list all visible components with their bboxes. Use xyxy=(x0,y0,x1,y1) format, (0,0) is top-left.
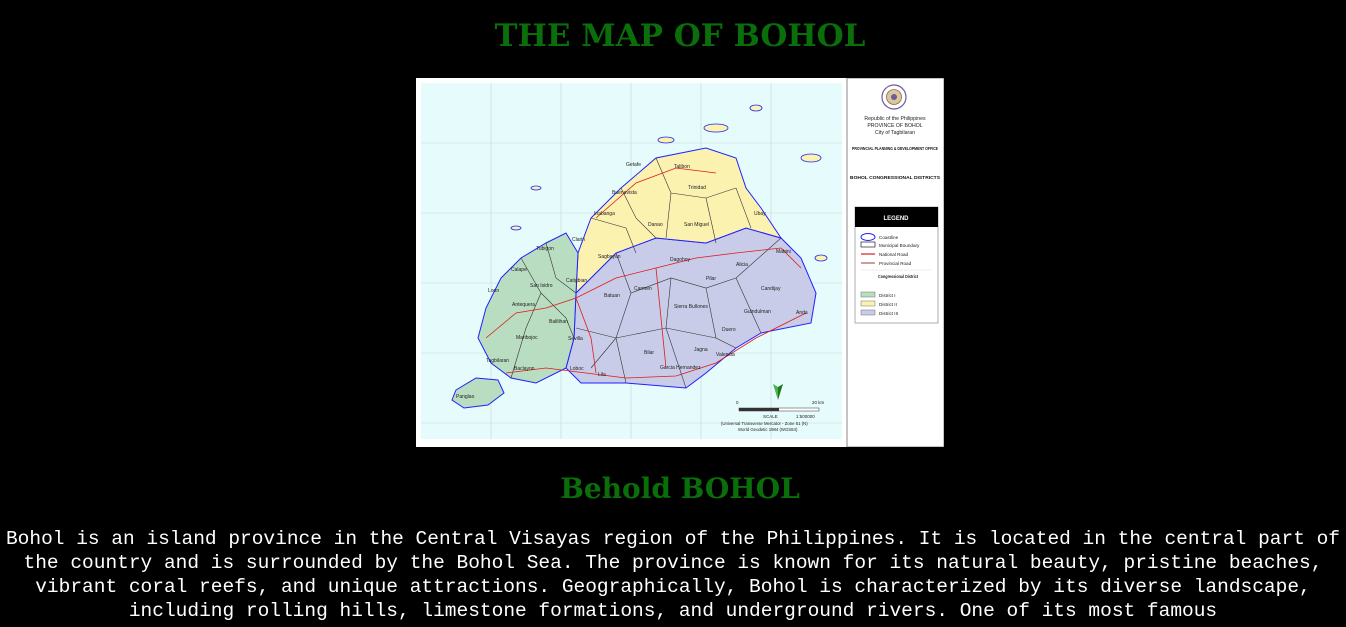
bohol-map-image: Talibon Getafe Ubay Trinidad Buenavista … xyxy=(416,78,944,447)
map-side-panel: Republic of the Philippines PROVINCE OF … xyxy=(846,78,944,447)
town-label: Pilar xyxy=(706,276,716,282)
town-label: Baclayon xyxy=(514,366,535,372)
town-label: Lila xyxy=(598,372,606,378)
legend-boundary: Municipal Boundary xyxy=(879,243,920,248)
town-label: Trinidad xyxy=(688,185,706,191)
scale-zero: 0 xyxy=(736,400,739,405)
north-arrow-icon xyxy=(773,384,783,400)
map-canvas: Talibon Getafe Ubay Trinidad Buenavista … xyxy=(416,78,847,447)
legend-provincial-road: Provincial Road xyxy=(879,261,912,266)
town-label: Alicia xyxy=(736,262,748,268)
town-label: Danao xyxy=(648,222,663,228)
legend-district-heading: Congressional District xyxy=(878,274,918,279)
town-label: Loboc xyxy=(570,366,584,372)
town-label: Clarin xyxy=(572,237,585,243)
legend-coastline: Coastline xyxy=(879,235,899,240)
provincial-seal-icon xyxy=(881,84,907,110)
legend-national-road: National Road xyxy=(879,252,909,257)
town-label: Calape xyxy=(511,267,527,273)
town-label: Getafe xyxy=(626,162,641,168)
header-line2: PROVINCE OF BOHOL xyxy=(867,123,922,129)
town-label: Candijay xyxy=(761,286,781,292)
description-paragraph: Bohol is an island province in the Centr… xyxy=(5,528,1341,622)
district-1-area xyxy=(477,232,579,384)
town-label: Tubigon xyxy=(536,246,554,252)
header-line3: City of Tagbilaran xyxy=(875,130,915,136)
town-label: Jagna xyxy=(694,347,708,353)
scale-ratio: 1:500000 xyxy=(796,414,815,419)
scale-datum: World Geodetic 1984 (WGS84) xyxy=(738,427,798,432)
district3-swatch xyxy=(860,309,876,316)
town-label: Maribojoc xyxy=(516,335,538,341)
town-label: San Isidro xyxy=(530,283,553,289)
legend-district3: District III xyxy=(879,311,898,316)
town-label: Balilihan xyxy=(549,319,568,325)
town-label: San Miguel xyxy=(684,222,709,228)
town-label: Sevilla xyxy=(568,336,583,342)
scale-projection: (Universal Transverse Mercator - Zone 51… xyxy=(721,421,808,426)
town-label: Talibon xyxy=(674,164,690,170)
town-label: Tagbilaran xyxy=(486,358,509,364)
town-label: Sagbayan xyxy=(598,254,621,260)
map-legend: LEGEND Coastline Municipal Boundary Nati… xyxy=(854,206,939,324)
town-label: Anda xyxy=(796,310,808,316)
town-label: Buenavista xyxy=(612,190,637,196)
town-label: Garcia Hernandez xyxy=(660,365,701,371)
town-label: Sierra Bullones xyxy=(674,304,708,310)
legend-district1: District I xyxy=(879,293,896,298)
town-label: Bilar xyxy=(644,350,654,356)
legend-heading: LEGEND xyxy=(883,216,909,222)
town-label: Ubay xyxy=(754,211,766,217)
town-label: Loon xyxy=(488,288,499,294)
scale-label: SCALE xyxy=(763,414,778,419)
page-title: THE MAP OF BOHOL xyxy=(494,18,866,54)
town-label: Panglao xyxy=(456,394,475,400)
town-label: Valencia xyxy=(716,352,735,358)
town-label: Duero xyxy=(722,327,736,333)
town-label: Catigbian xyxy=(566,278,587,284)
district1-swatch xyxy=(860,291,876,298)
town-label: Carmen xyxy=(634,286,652,292)
map-name: BOHOL CONGRESSIONAL DISTRICTS xyxy=(850,175,941,181)
town-label: Dagohoy xyxy=(670,257,691,263)
town-label: Mabini xyxy=(776,249,791,255)
section-heading: Behold BOHOL xyxy=(560,472,800,505)
legend-district2: District II xyxy=(879,302,897,307)
district-2-area xyxy=(575,147,783,295)
town-label: Batuan xyxy=(604,293,620,299)
header-line1: Republic of the Philippines xyxy=(864,116,926,122)
town-label: Inabanga xyxy=(594,211,615,217)
scale-twenty: 20 km xyxy=(812,400,825,405)
town-label: Antequera xyxy=(512,302,535,308)
coastline-symbol xyxy=(860,233,876,241)
scale-bar: 0 20 km SCALE 1:500000 (Universal Transv… xyxy=(721,400,825,432)
panglao-island xyxy=(451,377,505,409)
district2-swatch xyxy=(860,300,876,307)
town-label: Guindulman xyxy=(744,309,771,315)
office-name: PROVINCIAL PLANNING & DEVELOPMENT OFFICE xyxy=(852,146,939,152)
boundary-symbol xyxy=(860,241,876,248)
